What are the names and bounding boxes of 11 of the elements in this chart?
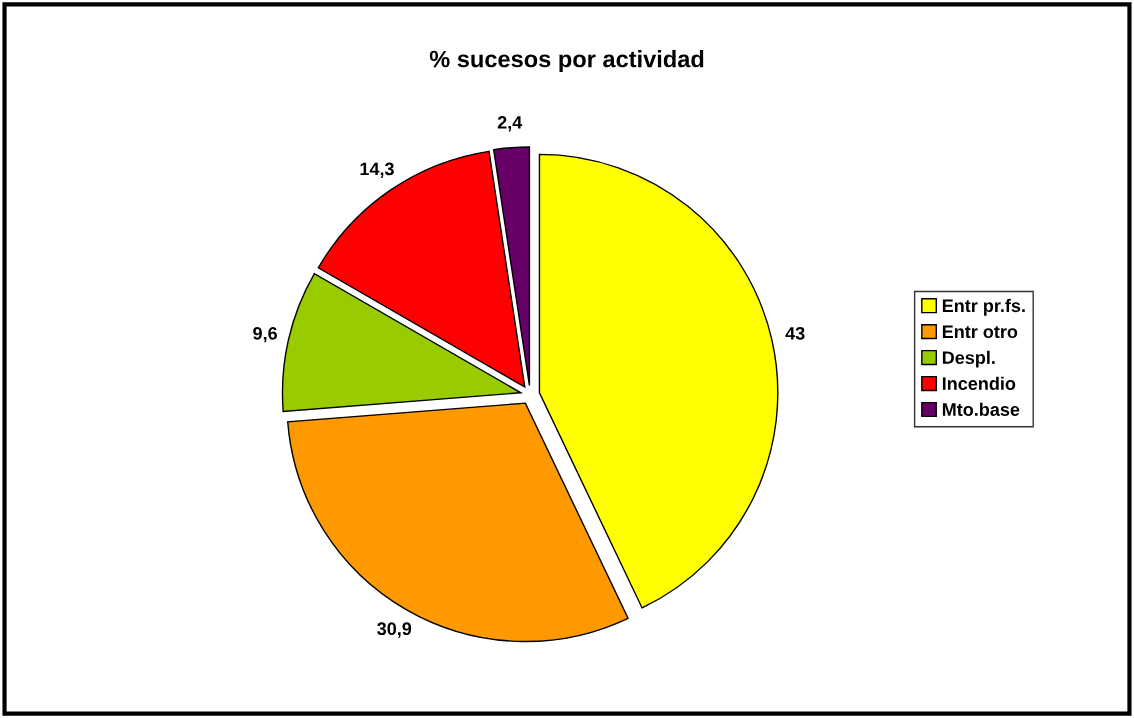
legend-label: Entr otro — [942, 325, 1018, 339]
data-label: 43 — [785, 326, 805, 340]
chart-title: % sucesos por actividad — [429, 50, 704, 73]
data-label: 14,3 — [360, 162, 394, 178]
data-label: 2,4 — [497, 115, 523, 132]
legend-label: Entr pr.fs. — [942, 298, 1025, 316]
legend-label: Mto.base — [942, 402, 1020, 416]
legend-label: Despl. — [942, 350, 995, 368]
legend-label: Incendio — [942, 376, 1016, 390]
data-label: 30,9 — [377, 622, 412, 638]
data-label: 9,6 — [253, 326, 277, 343]
